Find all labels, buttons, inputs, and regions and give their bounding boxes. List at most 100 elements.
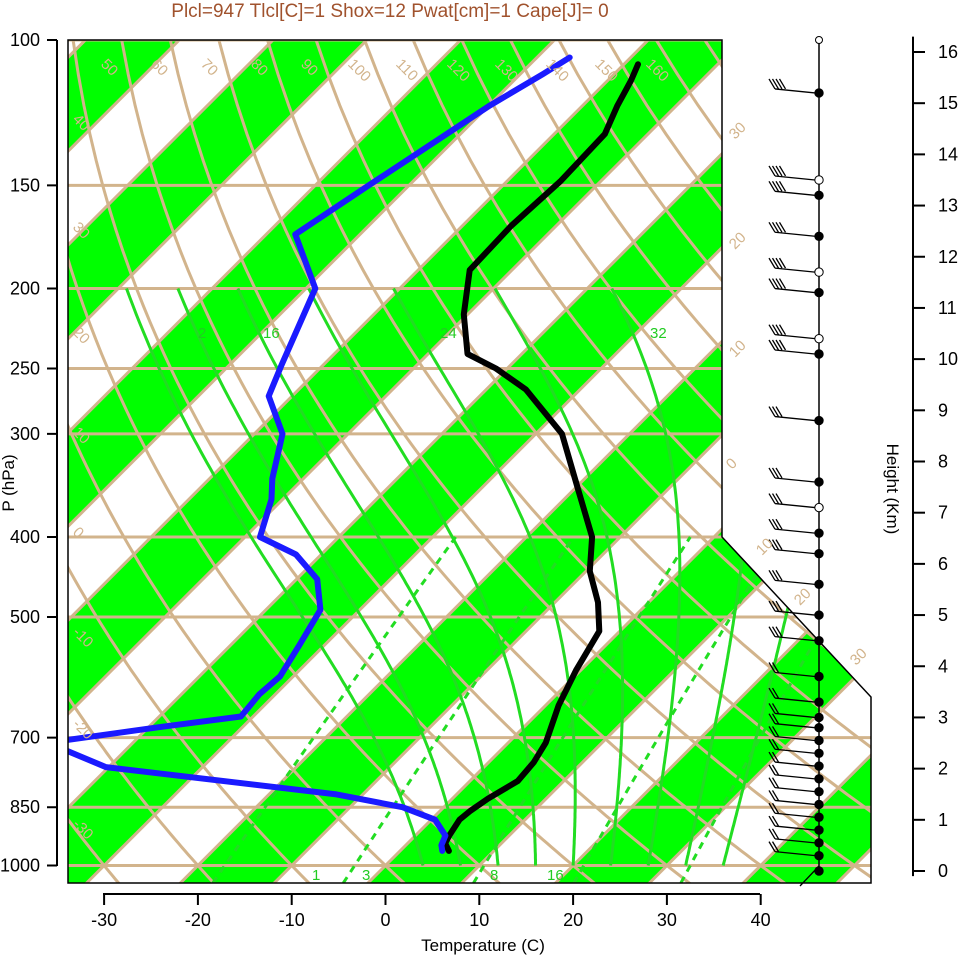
wind-barb <box>774 548 816 555</box>
wind-level-marker <box>814 671 824 682</box>
wind-barb-feather <box>768 738 776 750</box>
dry-adiabat-line <box>302 40 871 883</box>
wind-barb-feather <box>778 165 787 177</box>
wind-barb-feather <box>771 764 780 776</box>
wind-barb-feather <box>768 570 776 581</box>
temperature-axis: -30 -20 -10 0 10 20 30 40 <box>91 893 771 930</box>
wind-barb-feather <box>771 221 780 233</box>
wind-level-marker <box>814 712 824 723</box>
isotherm-band <box>68 40 635 883</box>
wind-level-marker <box>814 287 824 298</box>
wind-barb-feather <box>771 703 780 714</box>
wind-level-marker <box>814 635 824 646</box>
isotherm-line <box>631 40 871 883</box>
dry-adiabat-line <box>68 40 520 883</box>
wind-barb <box>774 774 816 780</box>
moist-adiabat-line <box>493 287 625 866</box>
wind-barb-feather <box>771 339 780 351</box>
y-axis-title: P (hPa) <box>0 454 18 511</box>
wind-level-marker <box>814 735 824 746</box>
wind-barb-feather <box>768 751 776 763</box>
wind-barb-feather <box>771 493 780 504</box>
right-isotherm-label: 10 <box>753 535 777 559</box>
height-tick-label: 4 <box>938 656 948 676</box>
pressure-axis: 100 150 200 250 300 400 500 700 850 1000 <box>0 30 58 876</box>
wind-barb-feather <box>771 726 780 737</box>
wind-barb-feather <box>768 626 776 637</box>
wind-barb-feather <box>778 78 787 90</box>
wind-barb <box>774 636 816 642</box>
wind-level-marker <box>814 267 824 277</box>
wind-level-marker <box>814 825 824 835</box>
wind-barb-feather <box>768 815 776 827</box>
wind-barb-feather <box>771 257 780 269</box>
mixing-ratio-line <box>679 536 871 883</box>
wind-barb-feather <box>771 841 780 852</box>
isotherm-band <box>163 40 871 883</box>
wind-level-marker <box>814 175 824 185</box>
wind-barb-feather <box>775 539 783 550</box>
mixing-ratio-bottom-label: 16 <box>547 867 564 884</box>
wind-barb-feather <box>768 687 776 699</box>
mixing-ratio-line <box>211 536 457 883</box>
wind-barb <box>774 334 816 340</box>
dry-adiabat-line <box>161 40 809 883</box>
wind-barb-feather <box>778 339 787 351</box>
wind-level-marker <box>814 349 824 359</box>
chart-title: Plcl=947 Tlcl[C]=1 Shox=12 Pwat[cm]=1 Ca… <box>171 1 608 22</box>
wind-barb-feather <box>771 165 780 177</box>
wind-barb-feather <box>768 662 776 673</box>
wind-barb-feather <box>768 278 776 289</box>
wind-barb-feather <box>768 493 776 504</box>
y-tick-label: 700 <box>10 728 40 748</box>
moist-adiabat-line <box>236 287 500 866</box>
height-tick-label: 2 <box>938 759 948 779</box>
wind-barb-feather <box>768 324 776 335</box>
x-tick-label: 30 <box>657 910 677 930</box>
wind-barb <box>774 349 816 355</box>
isotherm-label: 70 <box>197 56 221 80</box>
wind-barb-feather <box>778 324 787 335</box>
height-tick-label: 13 <box>938 196 958 216</box>
wind-barb <box>774 88 816 94</box>
x-tick-label: 40 <box>751 910 771 930</box>
wind-barb <box>774 267 816 273</box>
wind-level-marker <box>814 231 824 241</box>
wind-barb-feather <box>768 78 776 90</box>
wind-barb-feather <box>775 78 783 90</box>
wind-barb-feather <box>771 78 780 90</box>
mixing-ratio-line <box>472 536 692 883</box>
y-tick-label: 100 <box>10 30 40 50</box>
wind-barb-feather <box>771 626 780 637</box>
wind-barb-feather <box>768 713 776 725</box>
wind-level-marker <box>814 579 824 590</box>
wind-barb-feather <box>775 324 783 335</box>
wind-top-marker <box>815 36 823 44</box>
isotherm-line <box>68 40 448 883</box>
wind-barb-feather <box>768 726 776 737</box>
sounding-series <box>68 54 641 854</box>
wind-level-marker <box>814 502 824 513</box>
mixing-ratio-label: 16 <box>263 325 280 342</box>
wind-barb <box>774 787 816 793</box>
x-tick-label: -10 <box>279 910 305 930</box>
wind-barb-feather <box>771 738 780 750</box>
dry-adiabat-line <box>444 40 871 883</box>
moist-adiabat-line <box>125 287 425 866</box>
wind-level-marker <box>814 722 824 733</box>
y-tick-label: 150 <box>10 175 40 195</box>
wind-barb-feather <box>771 278 780 289</box>
isotherm-line <box>68 40 730 883</box>
x-tick-label: -20 <box>185 910 211 930</box>
wind-barb-feather <box>768 841 776 852</box>
wind-level-marker <box>814 610 824 620</box>
wind-barb <box>774 850 816 857</box>
height-tick-label: 5 <box>938 605 948 625</box>
wind-barb <box>774 712 816 719</box>
wind-level-marker <box>814 477 824 487</box>
dewpoint-line <box>68 54 573 854</box>
wind-barb <box>774 415 816 422</box>
wind-level-marker <box>814 761 824 771</box>
wind-barb-feather <box>771 687 780 699</box>
wind-barb <box>774 610 816 616</box>
